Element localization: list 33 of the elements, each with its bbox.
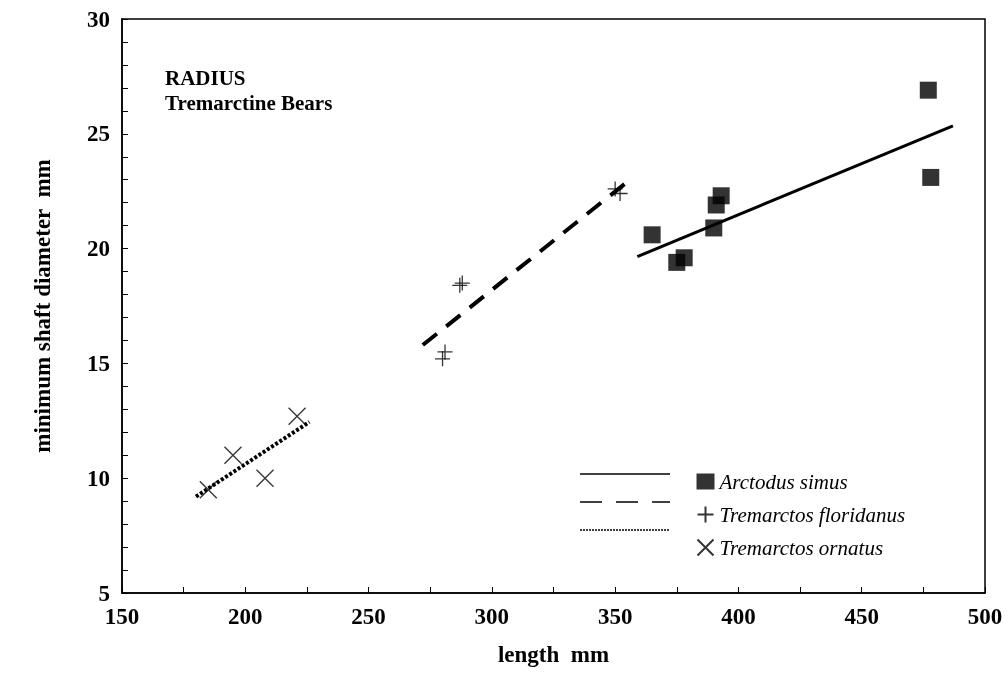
point [199, 480, 218, 499]
text: RADIUS [165, 65, 246, 90]
x-tick-label: 400 [721, 604, 756, 629]
y-tick-label: 30 [87, 6, 110, 32]
point [436, 343, 454, 361]
point [255, 469, 275, 488]
x-axis-title: length mm [497, 642, 610, 667]
y-tick-label: 25 [87, 121, 110, 147]
point [223, 446, 243, 465]
x-tick-label: 300 [474, 604, 510, 629]
point [919, 81, 937, 99]
y-tick-label: 20 [87, 236, 110, 262]
point [606, 180, 624, 198]
x-tick-label: 450 [844, 604, 879, 629]
x-tick-label: 200 [228, 604, 263, 629]
point [712, 187, 730, 205]
x-tick-label: 250 [351, 604, 386, 629]
y-tick-label: 10 [87, 465, 110, 491]
legend-label: Tremarctos floridanus [719, 502, 906, 527]
x-tick-label: 150 [104, 604, 140, 629]
legend-label: Arctodus simus [717, 469, 848, 494]
point [434, 350, 451, 367]
legend-label: Tremarctos ornatus [719, 535, 884, 560]
x-tick-label: 350 [597, 604, 633, 629]
point [643, 226, 661, 244]
point [922, 168, 940, 186]
y-tick-label: 15 [87, 350, 110, 376]
text: Tremarctine Bears [165, 90, 333, 115]
x-tick-label: 500 [967, 604, 1003, 629]
point [287, 407, 307, 426]
y-axis-title: minimum shaft diameter mm [30, 159, 55, 453]
point [675, 249, 693, 267]
y-tick-label: 5 [98, 580, 110, 606]
